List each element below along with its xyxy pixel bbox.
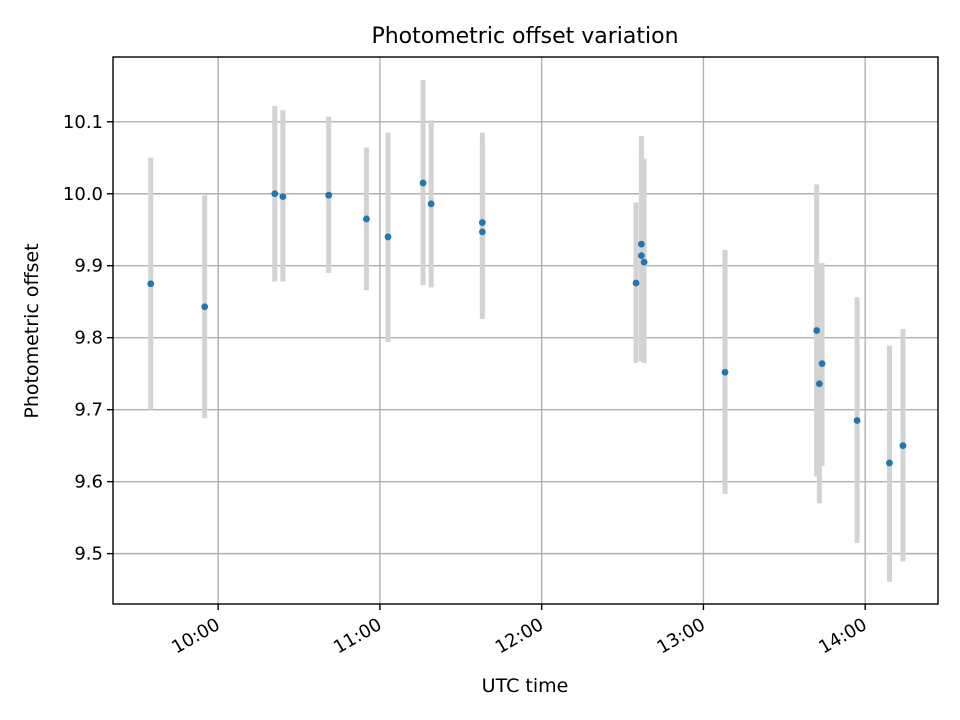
data-point	[853, 417, 861, 424]
y-tick-label: 9.6	[74, 472, 103, 493]
data-point	[899, 442, 907, 450]
data-point	[813, 327, 821, 334]
y-tick-label: 10.1	[63, 112, 103, 133]
y-axis-label: Photometric offset	[21, 243, 43, 418]
data-point	[640, 258, 648, 266]
data-point	[279, 193, 287, 201]
grid-lines	[113, 57, 938, 604]
data-points	[147, 179, 907, 467]
x-tick-label: 12:00	[492, 614, 547, 658]
error-bars	[148, 80, 906, 582]
y-tick-label: 10.0	[63, 184, 103, 205]
y-tick-label: 9.5	[74, 544, 103, 565]
data-point	[363, 215, 370, 223]
data-point	[638, 252, 645, 260]
x-tick-label: 11:00	[330, 614, 385, 658]
x-tick-label: 10:00	[168, 614, 223, 658]
data-point	[632, 279, 640, 287]
data-point	[886, 459, 893, 467]
data-point	[815, 380, 823, 388]
x-axis-label: UTC time	[482, 675, 569, 697]
data-point	[271, 190, 279, 198]
x-tick-label: 14:00	[815, 614, 870, 658]
y-tick-label: 9.8	[74, 328, 103, 349]
data-point	[638, 240, 645, 248]
y-tick-label: 9.9	[74, 256, 103, 277]
data-point	[325, 191, 333, 199]
data-point	[721, 368, 729, 376]
data-point	[478, 228, 486, 236]
data-point	[818, 360, 826, 368]
y-tick-label: 9.7	[74, 400, 103, 421]
chart-title: Photometric offset variation	[371, 24, 678, 49]
plot-frame	[112, 56, 939, 605]
data-point	[147, 280, 155, 288]
data-point	[478, 219, 486, 226]
data-point	[419, 179, 427, 187]
data-point	[201, 303, 209, 311]
x-tick-label: 13:00	[654, 614, 709, 658]
data-point	[427, 200, 435, 208]
data-point	[384, 233, 392, 241]
